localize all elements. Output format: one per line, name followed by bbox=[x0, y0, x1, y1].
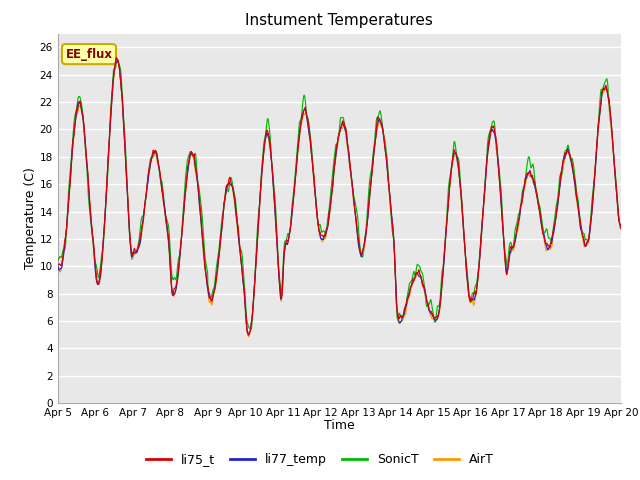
SonicT bbox=[54, 257, 61, 263]
li77_temp bbox=[245, 331, 253, 337]
li77_temp bbox=[617, 223, 625, 229]
AirT bbox=[113, 57, 121, 63]
AirT bbox=[617, 226, 625, 232]
li75_t bbox=[617, 225, 625, 231]
SonicT bbox=[175, 256, 182, 262]
Line: SonicT: SonicT bbox=[58, 60, 621, 330]
AirT bbox=[54, 265, 61, 271]
li77_temp bbox=[54, 264, 61, 269]
SonicT bbox=[617, 226, 625, 232]
li77_temp bbox=[404, 293, 412, 299]
AirT bbox=[564, 149, 572, 155]
li75_t bbox=[395, 314, 403, 320]
li77_temp bbox=[617, 223, 625, 228]
Text: EE_flux: EE_flux bbox=[65, 48, 113, 60]
Legend: li75_t, li77_temp, SonicT, AirT: li75_t, li77_temp, SonicT, AirT bbox=[141, 448, 499, 471]
li77_temp bbox=[211, 284, 219, 290]
li75_t bbox=[564, 147, 572, 153]
li75_t bbox=[211, 285, 219, 291]
SonicT bbox=[247, 327, 255, 333]
li75_t bbox=[175, 266, 182, 272]
AirT bbox=[404, 296, 412, 302]
Line: li77_temp: li77_temp bbox=[58, 60, 621, 334]
SonicT bbox=[395, 313, 403, 319]
AirT bbox=[175, 270, 182, 276]
li77_temp bbox=[113, 57, 121, 63]
li75_t bbox=[617, 226, 625, 231]
AirT bbox=[211, 286, 219, 292]
AirT bbox=[617, 226, 625, 232]
SonicT bbox=[211, 278, 219, 284]
li77_temp bbox=[395, 317, 403, 323]
SonicT bbox=[114, 57, 122, 62]
li75_t bbox=[244, 332, 252, 338]
li75_t bbox=[113, 55, 120, 60]
Line: AirT: AirT bbox=[58, 60, 621, 337]
AirT bbox=[395, 319, 403, 325]
SonicT bbox=[404, 288, 412, 293]
li77_temp bbox=[175, 269, 182, 275]
Title: Instument Temperatures: Instument Temperatures bbox=[245, 13, 433, 28]
SonicT bbox=[564, 143, 572, 149]
li77_temp bbox=[564, 146, 572, 152]
X-axis label: Time: Time bbox=[324, 420, 355, 432]
AirT bbox=[245, 334, 253, 340]
Line: li75_t: li75_t bbox=[58, 58, 621, 335]
li75_t bbox=[404, 295, 412, 300]
li75_t bbox=[54, 261, 61, 266]
SonicT bbox=[617, 226, 625, 231]
Y-axis label: Temperature (C): Temperature (C) bbox=[24, 168, 36, 269]
